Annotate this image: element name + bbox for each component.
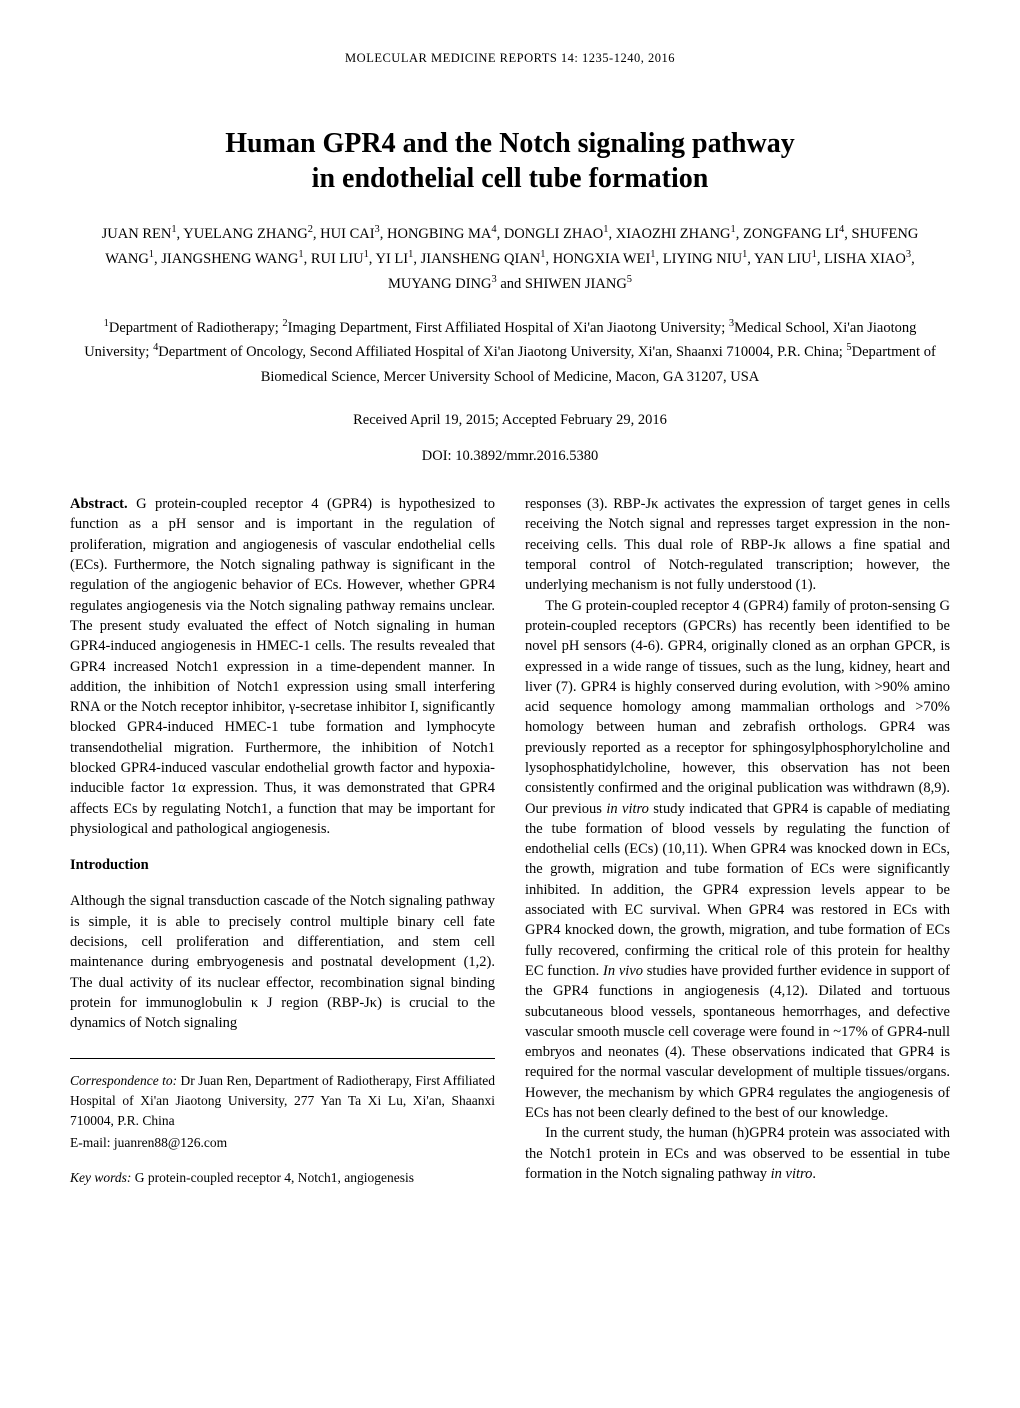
keywords-block: Key words: G protein-coupled receptor 4,…: [70, 1168, 495, 1188]
title-line-1: Human GPR4 and the Notch signaling pathw…: [225, 128, 794, 159]
author-list: JUAN REN1, YUELANG ZHANG2, HUI CAI3, HON…: [70, 222, 950, 298]
affiliations: 1Department of Radiotherapy; 2Imaging De…: [70, 316, 950, 390]
correspondence-email: E-mail: juanren88@126.com: [70, 1133, 495, 1153]
col2-paragraph-3: In the current study, the human (h)GPR4 …: [525, 1123, 950, 1184]
col2-paragraph-2: The G protein-coupled receptor 4 (GPR4) …: [525, 596, 950, 1124]
abstract-text: G protein-coupled receptor 4 (GPR4) is h…: [70, 496, 495, 837]
keywords-label: Key words:: [70, 1170, 131, 1185]
intro-paragraph-1: Although the signal transduction cascade…: [70, 891, 495, 1033]
article-title: Human GPR4 and the Notch signaling pathw…: [70, 126, 950, 196]
abstract-label: Abstract.: [70, 496, 128, 512]
col2-paragraph-1: responses (3). RBP-Jκ activates the expr…: [525, 494, 950, 595]
received-accepted-dates: Received April 19, 2015; Accepted Februa…: [70, 410, 950, 430]
keywords-text: G protein-coupled receptor 4, Notch1, an…: [131, 1170, 414, 1185]
correspondence-block: Correspondence to: Dr Juan Ren, Departme…: [70, 1058, 495, 1188]
correspondence-text: Correspondence to: Dr Juan Ren, Departme…: [70, 1071, 495, 1132]
doi: DOI: 10.3892/mmr.2016.5380: [70, 446, 950, 466]
title-line-2: in endothelial cell tube formation: [312, 163, 709, 194]
section-heading-introduction: Introduction: [70, 855, 495, 875]
two-column-body: Abstract. G protein-coupled receptor 4 (…: [70, 494, 950, 1188]
correspondence-label: Correspondence to:: [70, 1073, 177, 1088]
running-head: MOLECULAR MEDICINE REPORTS 14: 1235-1240…: [70, 50, 950, 68]
abstract: Abstract. G protein-coupled receptor 4 (…: [70, 494, 495, 839]
